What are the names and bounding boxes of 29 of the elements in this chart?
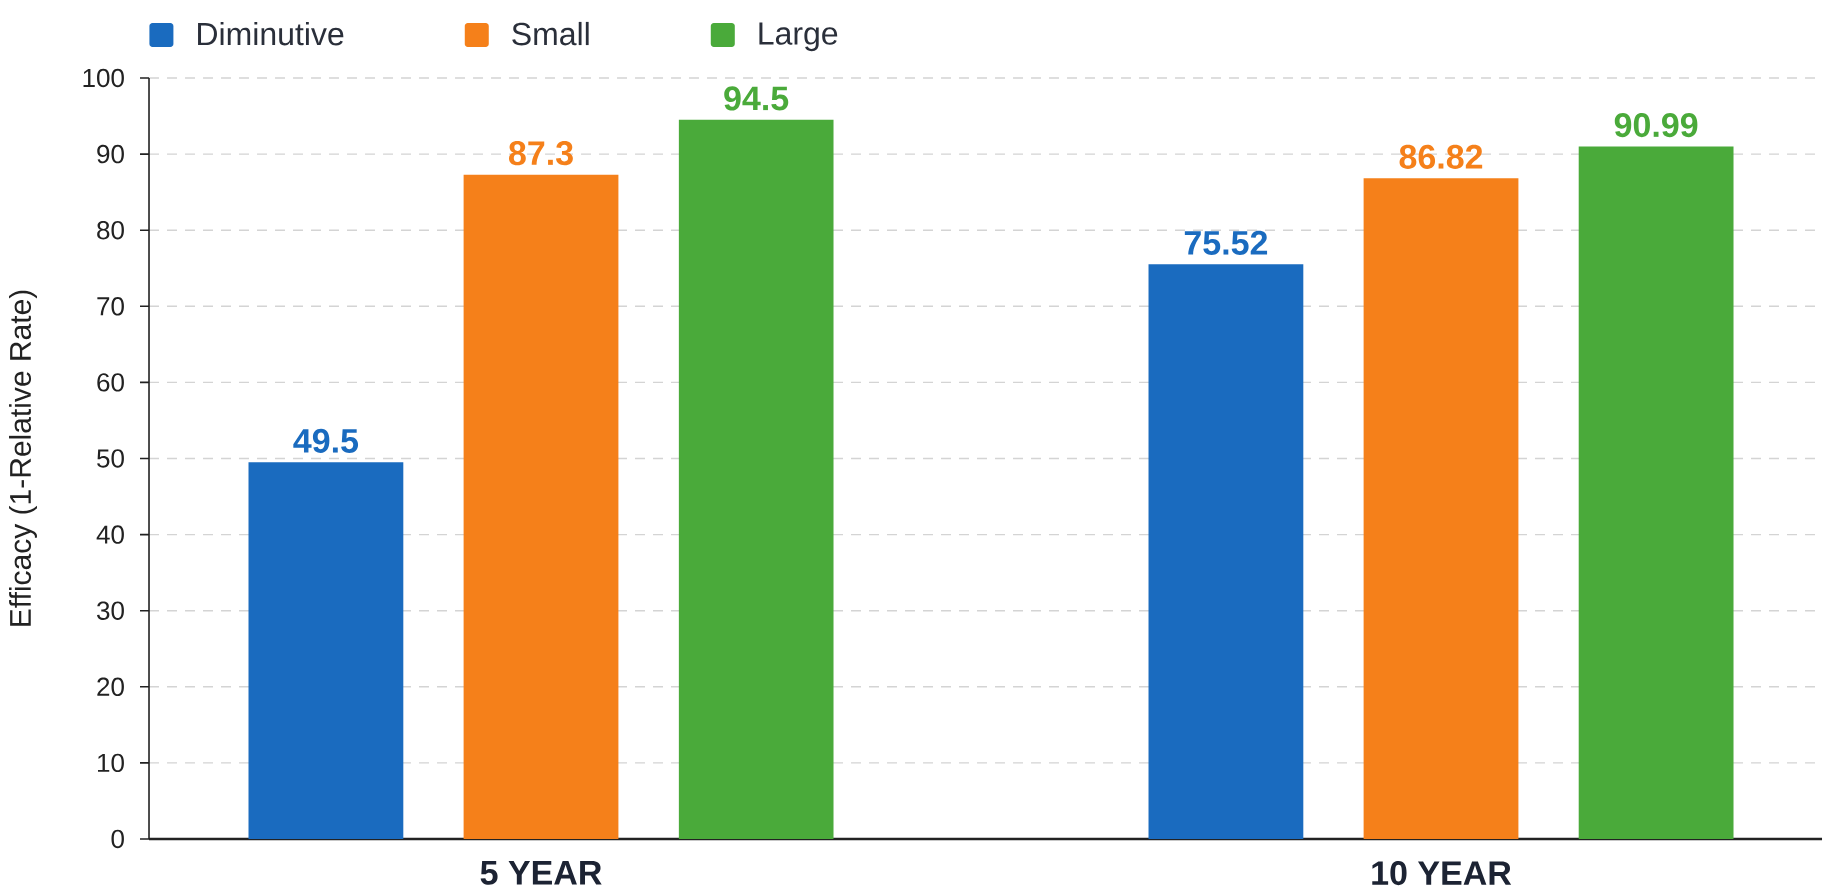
- x-tick-label: 10 YEAR: [1372, 861, 1512, 886]
- y-tick-label: 60: [97, 373, 124, 392]
- bar: [1148, 264, 1304, 839]
- y-tick-label: 80: [97, 220, 124, 240]
- data-label: 75.52: [1184, 230, 1268, 255]
- bar: [248, 462, 404, 839]
- y-tick-label: 30: [97, 601, 124, 620]
- data-label: 86.82: [1399, 144, 1483, 169]
- legend-label: Diminutive: [198, 21, 344, 46]
- bar: [1578, 146, 1734, 839]
- y-tick-label: 10: [98, 753, 124, 773]
- y-tick-label: 20: [97, 677, 124, 696]
- legend-label: Large: [759, 22, 838, 52]
- legend-label: Small: [512, 21, 589, 46]
- bar: [678, 119, 834, 839]
- y-tick-label: 50: [97, 449, 124, 468]
- data-label: 49.5: [293, 428, 359, 453]
- data-label: 90.99: [1614, 113, 1698, 138]
- y-axis-title: Efficacy (1-Relative Rate): [9, 290, 37, 626]
- bar: [463, 174, 619, 839]
- y-tick-label: 90: [97, 144, 124, 164]
- y-tick-label: 0: [111, 829, 124, 849]
- data-label: 87.3: [508, 141, 573, 166]
- y-tick-label: 100: [83, 68, 124, 88]
- data-label: 94.5: [724, 86, 789, 111]
- x-tick-label: 5 YEAR: [480, 861, 602, 885]
- y-tick-label: 40: [96, 525, 124, 544]
- y-tick-label: 70: [97, 297, 124, 316]
- bar: [1363, 178, 1519, 839]
